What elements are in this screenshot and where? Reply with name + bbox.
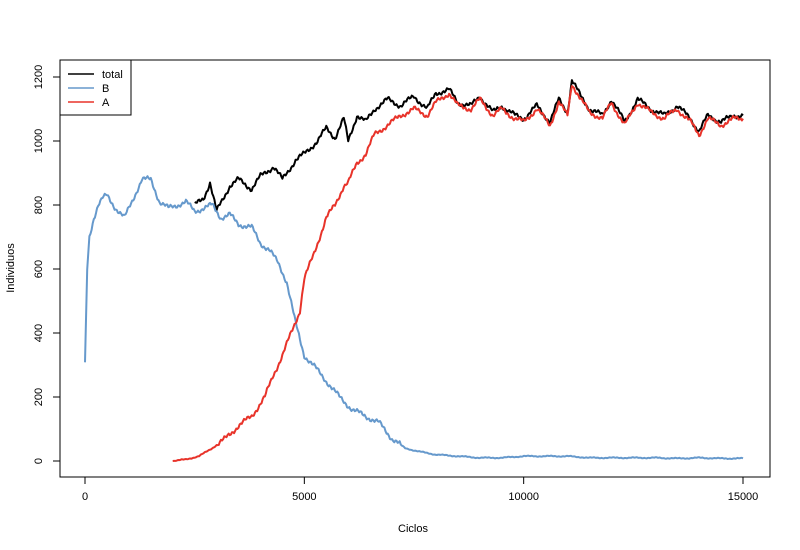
series-line-A (172, 85, 744, 462)
x-tick-label: 10000 (508, 491, 539, 503)
y-axis: 0 200 400 600 800 1000 1200 (33, 65, 61, 464)
legend-label-A: A (102, 97, 110, 109)
x-tick-label: 5000 (292, 491, 316, 503)
y-tick-label: 0 (33, 458, 45, 464)
y-tick-label: 1200 (33, 65, 45, 89)
x-axis: 0 5000 10000 15000 (82, 476, 759, 503)
series-line-total (194, 79, 744, 212)
y-tick-label: 800 (33, 196, 45, 214)
x-tick-label: 15000 (728, 491, 759, 503)
y-tick-label: 200 (33, 388, 45, 406)
y-axis-title: Individuos (5, 243, 17, 293)
x-axis-title: Ciclos (398, 523, 428, 535)
legend-label-B: B (102, 83, 109, 95)
plot-frame (59, 59, 771, 478)
x-tick-label: 0 (82, 491, 88, 503)
y-tick-label: 600 (33, 260, 45, 278)
series-line-B (84, 175, 744, 460)
y-tick-label: 400 (33, 324, 45, 342)
legend-label-total: total (102, 69, 123, 81)
legend: total BA (59, 59, 132, 116)
series-layer (84, 79, 744, 462)
y-tick-label: 1000 (33, 129, 45, 153)
